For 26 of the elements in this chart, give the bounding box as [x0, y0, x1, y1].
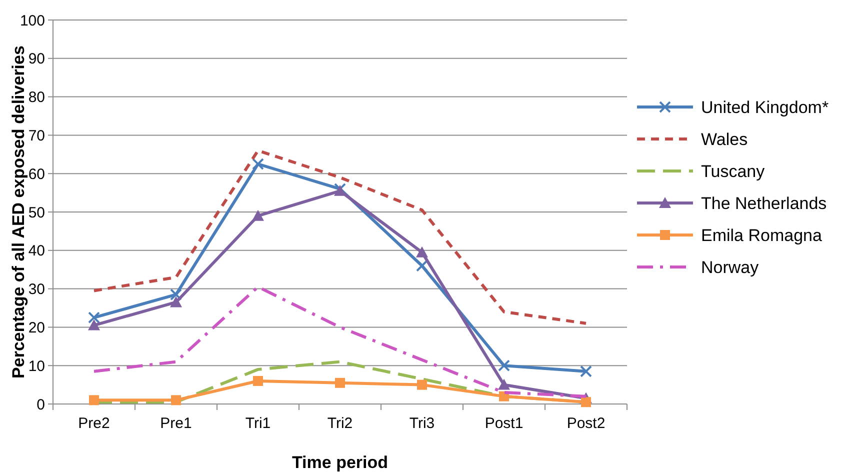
y-tick-label: 0 — [36, 396, 45, 414]
legend-label: United Kingdom* — [701, 98, 829, 117]
legend-label: Wales — [701, 130, 748, 149]
legend-label: Norway — [701, 258, 760, 277]
y-tick-label: 20 — [28, 319, 45, 336]
x-tick-label: Tri1 — [245, 415, 271, 432]
legend-label: Tuscany — [701, 162, 766, 181]
y-tick-label: 70 — [28, 127, 45, 144]
y-tick-label: 100 — [20, 12, 45, 30]
y-tick-label: 50 — [28, 204, 45, 222]
x-axis-title: Time period — [292, 453, 388, 472]
y-tick-label: 40 — [28, 242, 45, 260]
legend-label: Emila Romagna — [701, 226, 822, 245]
x-tick-label: Pre1 — [160, 415, 192, 432]
y-tick-label: 90 — [28, 50, 45, 68]
x-tick-label: Tri3 — [409, 415, 435, 432]
x-tick-label: Post1 — [484, 415, 524, 432]
y-axis-title: Percentage of all AED exposed deliveries — [9, 46, 28, 378]
y-tick-label: 30 — [28, 281, 45, 298]
legend-label: The Netherlands — [701, 194, 827, 213]
x-tick-label: Tri2 — [327, 415, 353, 432]
y-tick-label: 80 — [28, 89, 45, 106]
x-tick-label: Pre2 — [78, 415, 110, 432]
y-tick-label: 60 — [28, 166, 45, 183]
x-tick-label: Post2 — [566, 415, 606, 432]
y-tick-label: 10 — [28, 358, 45, 375]
